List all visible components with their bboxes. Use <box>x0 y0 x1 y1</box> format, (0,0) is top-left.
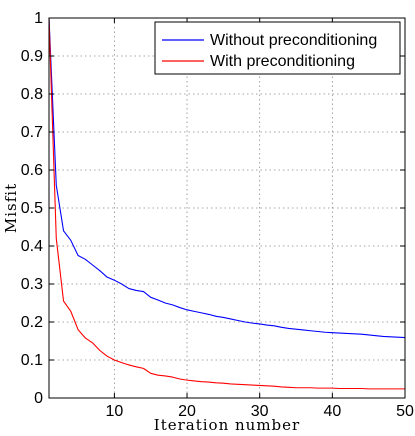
x-tick-label: 30 <box>251 403 269 420</box>
axis-ticks: 10 20 30 40 50 0 0.1 0.2 0.3 0.4 0.5 0.6 0.7 0.8 0.9 1 <box>21 10 414 420</box>
x-tick-label: 40 <box>323 403 341 420</box>
legend: Without preconditioning With preconditio… <box>154 21 401 75</box>
x-tick-label: 20 <box>178 403 196 420</box>
y-tick-label: 0.1 <box>21 352 43 369</box>
series-line-with-preconditioning <box>48 17 405 390</box>
legend-label-without-preconditioning: Without preconditioning <box>210 32 377 49</box>
y-tick-label: 0.4 <box>21 238 43 255</box>
y-tick-label: 1 <box>34 10 43 27</box>
y-tick-label: 0.5 <box>21 200 43 217</box>
y-axis-label: Misfit <box>2 183 20 233</box>
y-tick-label: 0.8 <box>21 86 43 103</box>
y-tick-label: 0.6 <box>21 162 43 179</box>
y-tick-label: 0.3 <box>21 276 43 293</box>
grid <box>49 18 405 398</box>
y-tick-label: 0.7 <box>21 124 43 141</box>
x-tick-label: 50 <box>396 403 414 420</box>
y-tick-label: 0 <box>34 390 43 407</box>
x-tick-label: 10 <box>105 403 123 420</box>
y-tick-label: 0.2 <box>21 314 43 331</box>
x-axis-label: Iteration number <box>154 416 300 434</box>
y-tick-label: 0.9 <box>21 48 43 65</box>
series-line-without-preconditioning <box>48 17 406 339</box>
series-lines <box>48 17 406 390</box>
legend-label-with-preconditioning: With preconditioning <box>210 53 355 70</box>
legend-box <box>154 21 401 75</box>
